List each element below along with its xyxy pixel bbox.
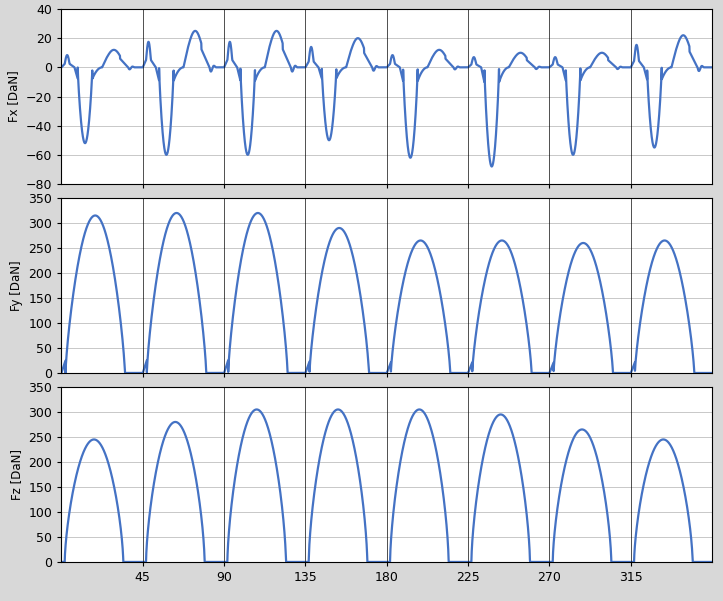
Y-axis label: Fx [DaN]: Fx [DaN] (7, 71, 20, 123)
Y-axis label: Fz [DaN]: Fz [DaN] (10, 449, 23, 500)
Y-axis label: Fy [DaN]: Fy [DaN] (10, 260, 23, 311)
